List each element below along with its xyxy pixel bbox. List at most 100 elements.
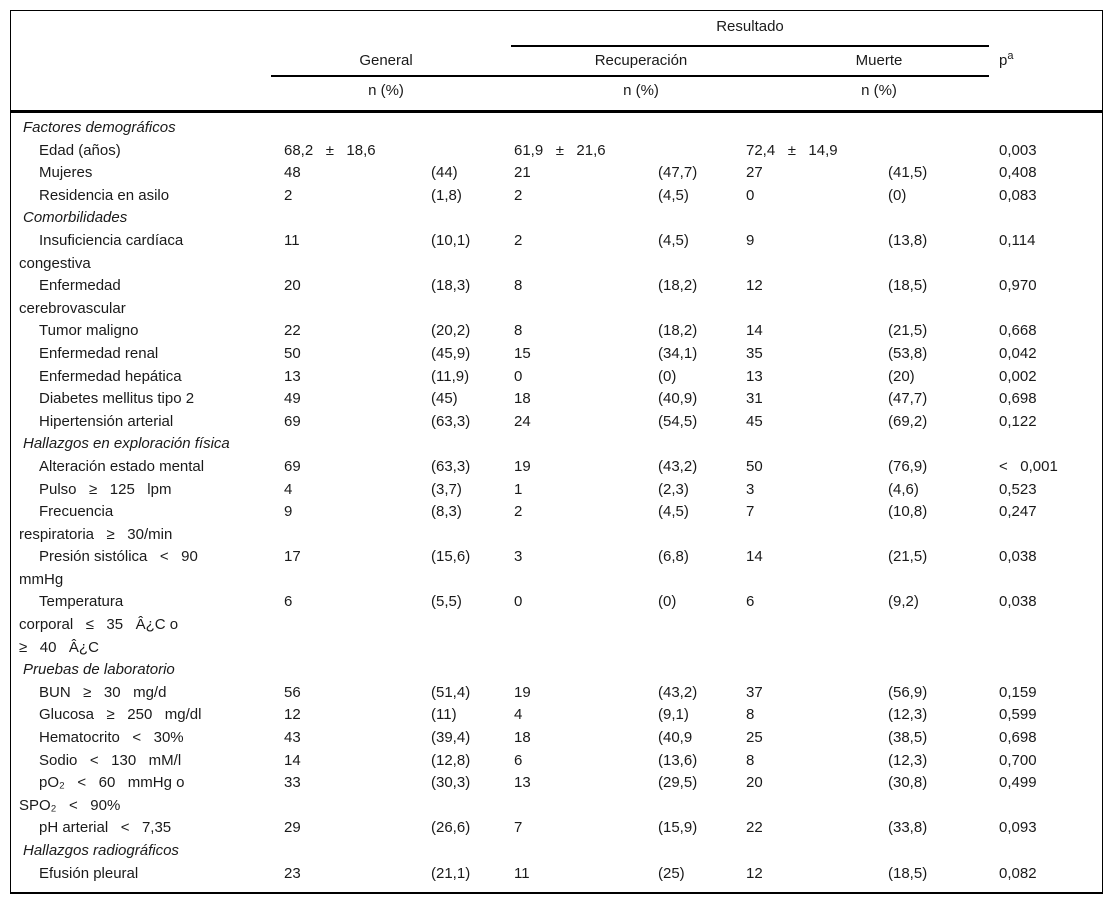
row-label: Sodio < 130 mM/l	[11, 750, 271, 773]
table-row: Hematocrito < 30% 43 (39,4) 18 (40,9 25 …	[11, 727, 1102, 750]
cell-recuperacion-n	[501, 207, 658, 230]
cell-muerte-n: 14	[746, 548, 763, 566]
header-resultado: Resultado	[716, 18, 784, 35]
cell-muerte-n: 0	[746, 186, 755, 204]
row-label: Hallazgos radiográficos	[11, 840, 271, 863]
table-header: Resultado General Recuperación Muerte pa…	[11, 11, 1102, 113]
cell-general-pct: (39,4)	[431, 729, 471, 747]
table-row: Enfermedad cerebrovascular 20 (18,3) 8 (1…	[11, 275, 1102, 320]
cell-muerte-n	[733, 207, 888, 230]
row-label-line: mmHg	[19, 570, 64, 588]
row-label-line: respiratoria ≥ 30/min	[19, 525, 173, 543]
cell-p-value: 0,247	[999, 503, 1037, 521]
row-label: Hallazgos en exploración física	[11, 433, 271, 456]
cell-p-value: < 0,001	[999, 457, 1058, 475]
cell-muerte-n: 8	[746, 751, 755, 769]
row-label-line: Hematocrito < 30%	[39, 729, 184, 747]
cell-recuperacion-pct: (4,5)	[658, 231, 689, 249]
row-label-line: Enfermedad renal	[39, 344, 159, 362]
cell-muerte-pct: (13,8)	[888, 231, 928, 249]
row-label: pO₂ < 60 mmHg o SPO₂ < 90%	[11, 772, 271, 817]
cell-recuperacion-pct: (54,5)	[658, 412, 698, 430]
cell-muerte-pct	[888, 207, 986, 230]
row-label-line: Pruebas de laboratorio	[23, 661, 175, 679]
cell-general-n: 17	[284, 548, 301, 566]
cell-recuperacion-pct: (43,2)	[658, 683, 698, 701]
cell-muerte-pct	[888, 840, 986, 863]
cell-recuperacion-pct: (25)	[658, 864, 685, 882]
cell-p-value: 0,698	[999, 390, 1037, 408]
cell-general-pct	[431, 117, 501, 140]
cell-general-pct: (8,3)	[431, 503, 462, 521]
cell-recuperacion-n: 1	[514, 480, 523, 498]
cell-muerte-pct: (38,5)	[888, 729, 928, 747]
cell-general-n: 29	[284, 819, 301, 837]
row-label-line: Hallazgos radiográficos	[23, 842, 179, 859]
row-label: Factores demográficos	[11, 117, 271, 140]
cell-general-n	[271, 117, 431, 140]
cell-recuperacion-pct	[658, 659, 733, 682]
cell-recuperacion-n: 2	[514, 231, 523, 249]
cell-recuperacion-n: 19	[514, 683, 531, 701]
cell-muerte-n: 20	[746, 774, 763, 792]
cell-muerte-pct: (33,8)	[888, 819, 928, 837]
row-label: Hematocrito < 30%	[11, 727, 271, 750]
cell-muerte-pct: (56,9)	[888, 683, 928, 701]
table-row: Pulso ≥ 125 lpm 4 (3,7) 1 (2,3) 3 (4,6) …	[11, 479, 1102, 502]
cell-general-pct: (5,5)	[431, 593, 462, 611]
row-label-line: BUN ≥ 30 mg/d	[39, 683, 167, 701]
cell-muerte-pct: (10,8)	[888, 503, 928, 521]
cell-recuperacion-n: 0	[514, 367, 523, 385]
cell-muerte-pct: (69,2)	[888, 412, 928, 430]
cell-muerte-n: 8	[746, 706, 755, 724]
cell-general-n	[271, 659, 431, 682]
cell-general-pct: (15,6)	[431, 548, 471, 566]
header-npct-muerte: n (%)	[861, 82, 897, 99]
table-row: Temperatura corporal ≤ 35 Â¿C o ≥ 40 Â¿C 6…	[11, 591, 1102, 659]
cell-muerte-n: 12	[746, 864, 763, 882]
section-row: Factores demográficos	[11, 117, 1102, 140]
cell-muerte-n: 50	[746, 457, 763, 475]
row-label-line: Insuficiencia cardíaca	[39, 231, 184, 249]
cell-recuperacion-n: 21	[514, 164, 531, 182]
cell-recuperacion-n	[501, 433, 658, 456]
cell-muerte-pct: (18,5)	[888, 277, 928, 295]
cell-general-pct: (44)	[431, 164, 458, 182]
table-row: pO₂ < 60 mmHg o SPO₂ < 90% 33 (30,3) 13 (…	[11, 772, 1102, 817]
cell-muerte-n: 9	[746, 231, 755, 249]
cell-general-pct: (3,7)	[431, 480, 462, 498]
cell-muerte-pct: (9,2)	[888, 593, 919, 611]
table-row: Edad (años) 68,2 ± 18,6 61,9 ± 21,6 72,4…	[11, 140, 1102, 163]
cell-recuperacion-pct: (40,9)	[658, 390, 698, 408]
cell-muerte-n: 45	[746, 412, 763, 430]
cell-muerte-n: 37	[746, 683, 763, 701]
cell-general-n: 2	[284, 186, 293, 204]
cell-recuperacion-n: 13	[514, 774, 531, 792]
row-label-line: Enfermedad hepática	[39, 367, 182, 385]
row-label-line: Frecuencia	[39, 503, 114, 521]
cell-recuperacion-pct: (29,5)	[658, 774, 698, 792]
cell-general-n: 22	[284, 322, 301, 340]
row-label-line: corporal ≤ 35 Â¿C o	[19, 616, 179, 634]
cell-muerte-pct: (12,3)	[888, 751, 928, 769]
cell-general-pct: (10,1)	[431, 231, 471, 249]
cell-recuperacion-n: 11	[514, 864, 530, 882]
cell-p-value: 0,523	[999, 480, 1037, 498]
cell-recuperacion-n: 2	[514, 186, 523, 204]
cell-recuperacion-pct: (18,2)	[658, 322, 698, 340]
row-label: pH arterial < 7,35	[11, 817, 271, 840]
cell-p-value: 0,122	[999, 412, 1037, 430]
cell-recuperacion-pct: (43,2)	[658, 457, 698, 475]
table-row: Residencia en asilo 2 (1,8) 2 (4,5) 0 (0…	[11, 185, 1102, 208]
cell-p-value: 0,499	[999, 774, 1037, 792]
cell-recuperacion-pct	[658, 140, 733, 163]
row-label-line: Temperatura	[39, 593, 124, 611]
cell-general-n: 43	[284, 729, 301, 747]
row-label: Enfermedad hepática	[11, 366, 271, 389]
row-label-line: pH arterial < 7,35	[39, 819, 172, 837]
row-label: Hipertensión arterial	[11, 411, 271, 434]
cell-general-pct: (63,3)	[431, 412, 471, 430]
row-label: Diabetes mellitus tipo 2	[11, 388, 271, 411]
table-row: Hipertensión arterial 69 (63,3) 24 (54,5…	[11, 411, 1102, 434]
cell-recuperacion-n: 6	[514, 751, 523, 769]
